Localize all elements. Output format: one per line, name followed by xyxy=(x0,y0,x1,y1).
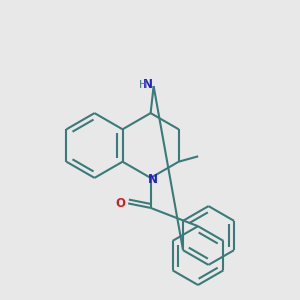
Text: H: H xyxy=(139,80,147,90)
Text: N: N xyxy=(143,78,153,91)
Text: O: O xyxy=(116,197,126,210)
Text: N: N xyxy=(147,173,158,186)
